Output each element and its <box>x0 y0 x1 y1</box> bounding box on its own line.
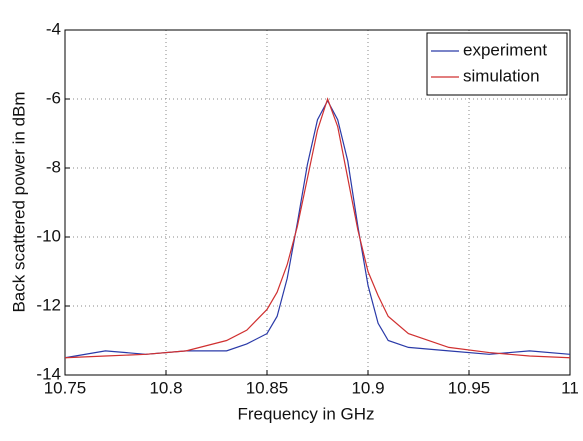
legend-label: experiment <box>463 40 547 59</box>
y-axis-label: Back scattered power in dBm <box>9 91 28 312</box>
y-tick-label: -4 <box>46 19 61 38</box>
data-line <box>64 97 571 359</box>
y-tick-label: -12 <box>36 295 61 314</box>
legend-label: simulation <box>463 66 540 85</box>
y-tick-label: -6 <box>46 88 61 107</box>
x-tick-label: 10.8 <box>149 378 182 397</box>
legend-box <box>426 32 568 96</box>
y-tick-label: -8 <box>46 157 61 176</box>
x-tick-label: 10.75 <box>44 378 87 397</box>
x-tick-label: 10.95 <box>448 378 491 397</box>
x-axis-label: Frequency in GHz <box>238 404 375 423</box>
y-tick-label: -14 <box>36 364 61 383</box>
x-tick-label: 10.9 <box>351 378 384 397</box>
plot-frame <box>64 29 571 376</box>
x-tick-label: 11 <box>561 378 579 397</box>
data-line <box>64 99 571 359</box>
y-tick-label: -10 <box>36 226 61 245</box>
x-tick-label: 10.85 <box>246 378 289 397</box>
